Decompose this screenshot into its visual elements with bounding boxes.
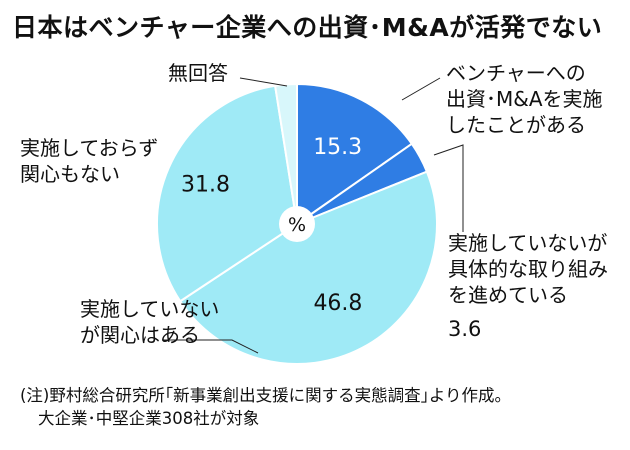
category-label: 実施していないが [448, 231, 607, 255]
leader-line [162, 339, 259, 354]
data-label: 31.8 [181, 173, 230, 198]
source-note-line-1: (注)野村総合研究所｢新事業創出支援に関する実態調査｣より作成。 [20, 386, 512, 405]
category-label: ベンチャーへの [446, 61, 586, 85]
leader-line [239, 77, 288, 87]
category-label: を進めている [448, 283, 568, 307]
leader-line [401, 77, 441, 101]
category-label: 実施していない [80, 297, 219, 321]
category-label: 具体的な取り組み [448, 257, 608, 281]
unit-label: % [288, 214, 306, 236]
source-note: (注)野村総合研究所｢新事業創出支援に関する実態調査｣より作成。 大企業･中堅企… [20, 384, 511, 430]
category-label: が関心はある [80, 323, 200, 347]
category-label: 実施しておらず [20, 136, 158, 160]
category-label: 関心もない [20, 162, 120, 186]
pie-center [279, 206, 315, 242]
category-label: 出資･M&Aを実施 [446, 87, 603, 111]
pie-slice [273, 82, 298, 225]
category-label: したことがある [446, 113, 586, 137]
pie-slice [156, 84, 299, 303]
source-note-line-2: 大企業･中堅企業308社が対象 [38, 409, 260, 428]
pie-slice [296, 82, 414, 226]
data-label: 46.8 [313, 291, 362, 316]
data-label: 15.3 [313, 135, 362, 160]
category-label: 無回答 [168, 61, 228, 85]
chart-title: 日本はベンチャー企業への出資･M&Aが活発でない [12, 13, 603, 42]
data-label: 3.6 [448, 317, 481, 341]
leader-line [433, 144, 464, 232]
